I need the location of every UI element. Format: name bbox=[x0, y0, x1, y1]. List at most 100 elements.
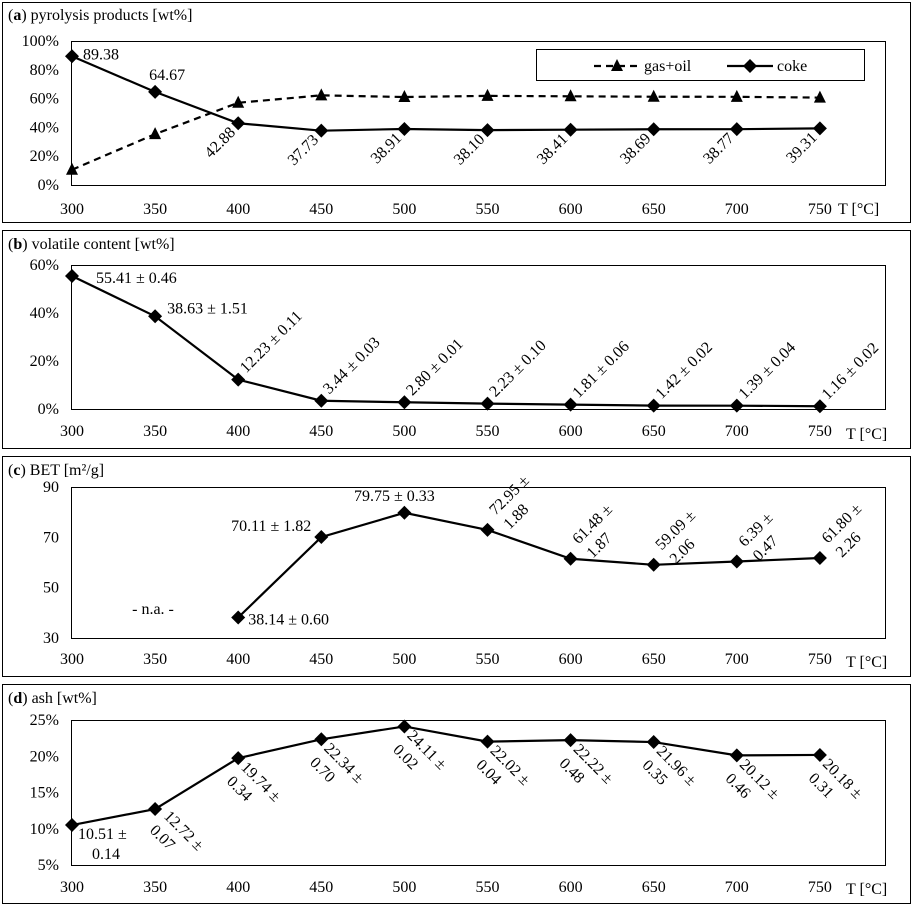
panel-d-data-label: 22.22 ±0.48 bbox=[556, 741, 617, 802]
panel-a-data-label: 38.10 bbox=[451, 131, 488, 168]
panel-b-data-label: 55.41 ± 0.46 bbox=[96, 270, 177, 287]
panel-b-title: (b) volatile content [wt%] bbox=[8, 236, 175, 253]
panel-d-data-label: 21.96 ±0.35 bbox=[639, 743, 700, 804]
panel-b-x-tick-label: 500 bbox=[392, 423, 416, 440]
panel-c-data-label: 79.75 ± 0.33 bbox=[354, 488, 435, 505]
panel-c-x-tick-label: 300 bbox=[60, 651, 84, 668]
panel-d-x-tick-label: 300 bbox=[60, 879, 84, 896]
panel-d-x-tick-label: 400 bbox=[226, 879, 250, 896]
panel-a-x-tick-label: 550 bbox=[476, 201, 500, 218]
panel-a-x-tick-label: 650 bbox=[642, 201, 666, 218]
panel-a-y-tick-label: 0% bbox=[38, 177, 59, 194]
panel-a-x-tick-label: 500 bbox=[392, 201, 416, 218]
panel-a-data-label: 39.31 bbox=[783, 129, 820, 166]
panel-d-data-label-line1: 10.51 ± bbox=[78, 826, 127, 843]
panel-a-triangle-marker bbox=[647, 89, 660, 102]
panel-a-diamond-marker bbox=[231, 116, 246, 131]
panel-a-data-label: 38.77 bbox=[700, 130, 737, 167]
panel-b-series-line bbox=[71, 275, 820, 408]
panel-d-diamond-marker bbox=[646, 735, 661, 750]
panel-c-diamond-marker bbox=[480, 522, 495, 537]
panel-b-x-tick-label: 350 bbox=[143, 423, 167, 440]
panel-b-data-label: 1.42 ± 0.02 bbox=[653, 339, 716, 402]
panel-c-x-tick-label: 650 bbox=[642, 651, 666, 668]
panel-d-data-label: 12.72 ±0.07 bbox=[146, 808, 207, 869]
panel-c-x-tick-label: 350 bbox=[143, 651, 167, 668]
panel-c-x-tick-label: 600 bbox=[559, 651, 583, 668]
panel-d-data-label: 22.02 ±0.04 bbox=[473, 742, 534, 803]
legend-coke-marker bbox=[743, 59, 757, 73]
panel-b-data-label: 12.23 ± 0.11 bbox=[237, 308, 306, 377]
panel-a-diamond-marker bbox=[397, 121, 412, 136]
panel-d-diamond-marker bbox=[729, 748, 744, 763]
panel-b-x-tick-label: 550 bbox=[476, 423, 500, 440]
panel-d-diamond-marker bbox=[563, 733, 578, 748]
panel-d-x-tick-label: 700 bbox=[725, 879, 749, 896]
panel-d-y-tick-label: 10% bbox=[30, 821, 59, 838]
panel-a-data-label: 38.69 bbox=[617, 130, 654, 167]
panel-c-frame bbox=[2, 456, 911, 677]
panel-b-x-tick-label: 600 bbox=[559, 423, 583, 440]
panel-b-letter: b bbox=[13, 236, 22, 253]
legend-box bbox=[536, 49, 865, 81]
panel-b-x-tick-label: 700 bbox=[725, 423, 749, 440]
panel-b-data-label: 2.80 ± 0.01 bbox=[403, 336, 466, 399]
panel-a-x-tick-label: 600 bbox=[559, 201, 583, 218]
panel-b-diamond-marker bbox=[646, 398, 661, 413]
panel-d-diamond-marker bbox=[65, 818, 79, 833]
panel-d-diamond-marker bbox=[314, 732, 329, 747]
panel-a-y-tick-label: 100% bbox=[22, 33, 59, 50]
legend-gas-oil-marker bbox=[611, 59, 623, 71]
panel-d-x-tick-label: 650 bbox=[642, 879, 666, 896]
panel-a-x-tick-label: 450 bbox=[309, 201, 333, 218]
panel-c-diamond-marker bbox=[729, 554, 744, 569]
panel-a-title: (a) pyrolysis products [wt%] bbox=[8, 7, 192, 24]
panel-a-x-tick-label: 700 bbox=[725, 201, 749, 218]
panel-c-diamond-marker bbox=[397, 505, 412, 520]
panel-a-triangle-marker bbox=[66, 162, 78, 175]
panel-d-data-label: 24.11 ±0.02 bbox=[389, 727, 449, 787]
panel-d-x-tick-label: 450 bbox=[309, 879, 333, 896]
panel-a-diamond-marker bbox=[563, 122, 578, 137]
panel-b-x-tick-label: 300 bbox=[60, 423, 84, 440]
panel-a-triangle-marker bbox=[232, 95, 245, 108]
panel-b-data-label: 38.63 ± 1.51 bbox=[167, 300, 248, 317]
panel-a-triangle-marker bbox=[315, 88, 328, 101]
panel-d-xlabel: T [°C] bbox=[846, 881, 887, 898]
panel-c-diamond-marker bbox=[314, 530, 329, 545]
panel-a-triangle-marker bbox=[730, 89, 743, 102]
panel-a-series-line bbox=[71, 94, 820, 171]
panel-c-data-label: 6.39 ±0.47 bbox=[736, 509, 791, 564]
panel-d-y-tick-label: 20% bbox=[30, 748, 59, 765]
panel-c-diamond-marker bbox=[231, 610, 246, 625]
panel-d-frame bbox=[2, 684, 911, 904]
panel-b-diamond-marker bbox=[231, 372, 246, 387]
panel-a-triangle-marker bbox=[564, 89, 577, 102]
panel-d-x-tick-label: 350 bbox=[143, 879, 167, 896]
panel-a-data-label: 38.41 bbox=[534, 130, 571, 167]
panel-b-y-tick-label: 60% bbox=[30, 257, 59, 274]
panel-d-x-tick-label: 600 bbox=[559, 879, 583, 896]
panel-a-diamond-marker bbox=[480, 123, 495, 138]
panel-d-data-label: 20.18 ±0.31 bbox=[805, 756, 866, 817]
panel-a-x-tick-label: 400 bbox=[226, 201, 250, 218]
panel-b-data-label: 2.23 ± 0.10 bbox=[486, 337, 549, 400]
legend-gas-oil-label: gas+oil bbox=[644, 58, 692, 75]
panel-d-data-label: 19.74 ±0.34 bbox=[223, 759, 284, 820]
panel-b-diamond-marker bbox=[563, 397, 578, 412]
panel-d-letter: d bbox=[13, 690, 22, 707]
panel-c-data-label: 38.14 ± 0.60 bbox=[248, 612, 329, 629]
panel-a-y-tick-label: 40% bbox=[30, 119, 59, 136]
panel-c-x-tick-label: 750 bbox=[808, 651, 832, 668]
panel-d-diamond-marker bbox=[231, 751, 246, 766]
panel-a-y-tick-label: 60% bbox=[30, 91, 59, 108]
panel-a-x-tick-label: 300 bbox=[60, 201, 84, 218]
panel-a-diamond-marker bbox=[65, 49, 79, 64]
panel-b-diamond-marker bbox=[812, 399, 827, 414]
panel-b-x-tick-label: 450 bbox=[309, 423, 333, 440]
panel-a-letter: a bbox=[13, 7, 21, 24]
chart-dynamic-layer: 300 350 400 450 500 550 600 650 700 750 0% 20% 40% 60… bbox=[22, 33, 883, 896]
panel-a-triangle-marker bbox=[149, 127, 162, 140]
panel-d-x-tick-label: 500 bbox=[392, 879, 416, 896]
panel-a-frame bbox=[2, 2, 911, 223]
